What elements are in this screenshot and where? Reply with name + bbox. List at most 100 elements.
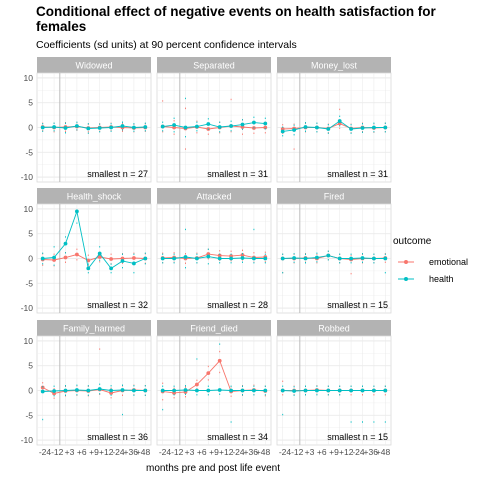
- legend-label: emotional: [429, 257, 468, 267]
- x-tick-label: -24: [232, 447, 245, 457]
- x-tick-label: +12: [219, 447, 234, 457]
- data-point: [303, 388, 308, 393]
- x-tick-label: +36: [124, 447, 139, 457]
- x-tick-label: +9: [89, 447, 99, 457]
- x-tick-label: +9: [329, 447, 339, 457]
- facet-strip-label: Attacked: [196, 192, 231, 202]
- y-tick-label: -5: [25, 147, 33, 157]
- data-point: [206, 388, 211, 393]
- data-point: [97, 255, 102, 259]
- x-tick-label: -24: [39, 447, 52, 457]
- data-point: [360, 388, 365, 393]
- data-point: [252, 388, 256, 393]
- series-line: [162, 125, 266, 130]
- series-line: [42, 209, 146, 270]
- facet-strip: [277, 320, 391, 336]
- data-point: [326, 127, 331, 131]
- series-health: [280, 385, 388, 423]
- data-point: [206, 122, 211, 126]
- series-health: [40, 383, 148, 421]
- legend: outcome emotional health: [393, 236, 468, 284]
- data-point: [132, 261, 136, 266]
- facet-panel-fired: Fired smallest n = 15: [276, 188, 392, 314]
- data-point: [349, 127, 353, 131]
- facet-strip: [277, 188, 391, 204]
- y-tick-label: 0: [28, 254, 33, 264]
- facet-strip-label: Family_harmed: [63, 324, 125, 334]
- data-point: [240, 256, 245, 260]
- data-point: [206, 371, 211, 376]
- data-point: [372, 388, 376, 393]
- series-health: [280, 250, 388, 274]
- legend-point-key: [404, 277, 408, 281]
- facet-strip-label: Robbed: [318, 324, 350, 334]
- data-point: [132, 256, 136, 260]
- legend-point-key: [404, 260, 408, 264]
- data-point: [160, 256, 165, 261]
- data-point: [40, 125, 45, 130]
- facet-strip: [37, 188, 151, 204]
- data-point: [63, 255, 68, 260]
- data-point: [75, 388, 79, 392]
- data-point: [143, 125, 148, 129]
- x-tick-label: -12: [51, 447, 64, 457]
- facet-panel-money-lost: Money_lost smallest n = 31: [276, 57, 392, 183]
- chart-title-line-2: females: [36, 19, 86, 34]
- data-point: [75, 252, 79, 257]
- series-health: [160, 228, 268, 269]
- data-point: [263, 256, 268, 261]
- data-point: [240, 122, 245, 127]
- x-tick-label: +6: [317, 447, 327, 457]
- facet-strip: [277, 57, 391, 73]
- sample-size-label: smallest n = 31: [207, 169, 268, 179]
- facet-strip-label: Separated: [193, 61, 235, 71]
- series-line: [282, 390, 386, 392]
- facet-panel-separated: Separated smallest n = 31: [156, 57, 272, 183]
- x-tick-label: +3: [305, 447, 315, 457]
- x-tick-label: -24: [279, 447, 292, 457]
- data-point: [97, 251, 102, 256]
- x-tick-label: +48: [376, 447, 391, 457]
- data-point: [183, 255, 188, 259]
- data-point: [86, 266, 91, 271]
- data-point: [383, 388, 388, 393]
- data-point: [240, 253, 245, 257]
- data-point: [326, 253, 331, 258]
- data-point: [292, 256, 296, 260]
- data-point: [315, 125, 319, 130]
- facet-panel-attacked: Attacked smallest n = 28: [156, 188, 272, 314]
- y-tick-label: 10: [24, 73, 34, 83]
- series-health: [280, 115, 388, 137]
- data-point: [160, 388, 165, 393]
- data-point: [195, 256, 199, 261]
- data-point: [217, 358, 222, 363]
- data-point: [229, 256, 234, 261]
- data-point: [337, 119, 342, 123]
- data-point: [229, 124, 234, 128]
- y-tick-label: -10: [21, 303, 34, 313]
- x-tick-label: -12: [171, 447, 184, 457]
- data-point: [337, 388, 342, 393]
- data-point: [195, 388, 199, 393]
- facet-strip: [157, 320, 271, 336]
- data-point: [217, 253, 222, 258]
- series-line: [42, 125, 146, 129]
- series-health: [40, 121, 148, 134]
- data-point: [372, 256, 376, 261]
- sample-size-label: smallest n = 36: [87, 432, 148, 442]
- legend-label: health: [429, 274, 454, 284]
- data-point: [172, 256, 177, 261]
- chart-subtitle: Coefficients (sd units) at 90 percent co…: [36, 39, 297, 51]
- data-point: [109, 388, 113, 393]
- facet-panel-robbed: Robbed smallest n = 15: [276, 320, 392, 446]
- chart-title-line-1: Conditional effect of negative events on…: [36, 4, 437, 19]
- sample-size-label: smallest n = 28: [207, 300, 268, 310]
- data-point: [349, 388, 353, 393]
- y-tick-label: 0: [28, 386, 33, 396]
- data-point: [280, 256, 285, 261]
- sample-size-label: smallest n = 34: [207, 432, 268, 442]
- data-point: [217, 388, 222, 392]
- y-tick-label: 0: [28, 123, 33, 133]
- data-point: [120, 124, 125, 128]
